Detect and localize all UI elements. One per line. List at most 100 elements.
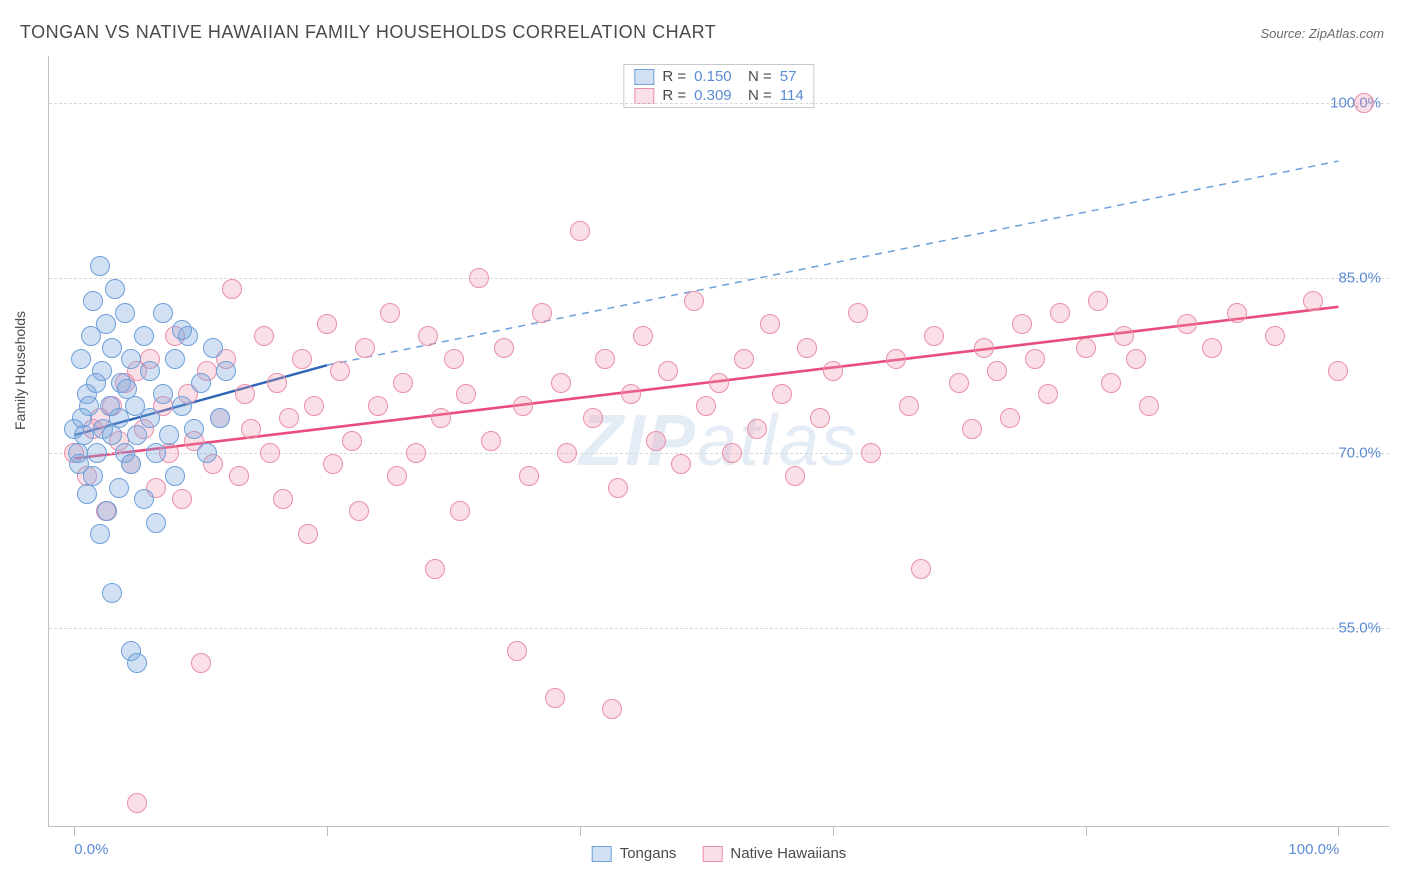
x-tick <box>74 826 75 836</box>
data-point-native-hawaiians <box>279 408 299 428</box>
data-point-tongans <box>105 279 125 299</box>
data-point-native-hawaiians <box>671 454 691 474</box>
swatch-hawaiians <box>634 88 654 104</box>
gridline <box>49 453 1389 454</box>
series-legend: Tongans Native Hawaiians <box>592 845 847 862</box>
data-point-native-hawaiians <box>848 303 868 323</box>
data-point-native-hawaiians <box>1076 338 1096 358</box>
data-point-tongans <box>184 419 204 439</box>
data-point-native-hawaiians <box>1101 373 1121 393</box>
data-point-native-hawaiians <box>608 478 628 498</box>
data-point-native-hawaiians <box>387 466 407 486</box>
x-tick <box>1338 826 1339 836</box>
x-tick <box>327 826 328 836</box>
legend-label: Tongans <box>620 845 677 862</box>
data-point-native-hawaiians <box>450 501 470 521</box>
data-point-native-hawaiians <box>494 338 514 358</box>
data-point-native-hawaiians <box>222 279 242 299</box>
data-point-native-hawaiians <box>962 419 982 439</box>
data-point-tongans <box>191 373 211 393</box>
source-attribution: Source: ZipAtlas.com <box>1260 26 1384 41</box>
legend-item-hawaiians: Native Hawaiians <box>702 845 846 862</box>
x-tick <box>1086 826 1087 836</box>
data-point-tongans <box>102 338 122 358</box>
swatch-hawaiians <box>702 846 722 862</box>
data-point-native-hawaiians <box>785 466 805 486</box>
data-point-native-hawaiians <box>418 326 438 346</box>
trend-lines-layer <box>49 56 1389 826</box>
data-point-native-hawaiians <box>545 688 565 708</box>
data-point-native-hawaiians <box>292 349 312 369</box>
data-point-native-hawaiians <box>709 373 729 393</box>
data-point-tongans <box>115 303 135 323</box>
data-point-native-hawaiians <box>127 793 147 813</box>
data-point-tongans <box>140 361 160 381</box>
scatter-plot: ZIPatlas R = 0.150 N = 57 R = 0.309 N = … <box>48 56 1389 827</box>
correlation-legend: R = 0.150 N = 57 R = 0.309 N = 114 <box>623 64 814 108</box>
data-point-native-hawaiians <box>513 396 533 416</box>
legend-r-label: R = <box>662 68 686 85</box>
data-point-native-hawaiians <box>507 641 527 661</box>
data-point-native-hawaiians <box>519 466 539 486</box>
data-point-native-hawaiians <box>646 431 666 451</box>
data-point-native-hawaiians <box>583 408 603 428</box>
data-point-tongans <box>71 349 91 369</box>
swatch-tongans <box>634 69 654 85</box>
data-point-native-hawaiians <box>722 443 742 463</box>
data-point-tongans <box>83 466 103 486</box>
data-point-native-hawaiians <box>949 373 969 393</box>
data-point-tongans <box>134 326 154 346</box>
data-point-native-hawaiians <box>444 349 464 369</box>
data-point-native-hawaiians <box>633 326 653 346</box>
data-point-native-hawaiians <box>1012 314 1032 334</box>
data-point-native-hawaiians <box>570 221 590 241</box>
chart-title: TONGAN VS NATIVE HAWAIIAN FAMILY HOUSEHO… <box>20 22 716 43</box>
data-point-native-hawaiians <box>298 524 318 544</box>
data-point-tongans <box>77 484 97 504</box>
x-tick-label: 100.0% <box>1288 841 1339 858</box>
data-point-tongans <box>90 256 110 276</box>
data-point-native-hawaiians <box>1265 326 1285 346</box>
data-point-tongans <box>165 349 185 369</box>
data-point-native-hawaiians <box>1050 303 1070 323</box>
data-point-native-hawaiians <box>191 653 211 673</box>
data-point-native-hawaiians <box>469 268 489 288</box>
data-point-native-hawaiians <box>260 443 280 463</box>
y-tick-label: 70.0% <box>1338 444 1381 461</box>
data-point-native-hawaiians <box>557 443 577 463</box>
data-point-native-hawaiians <box>797 338 817 358</box>
x-tick-label: 0.0% <box>74 841 108 858</box>
data-point-native-hawaiians <box>899 396 919 416</box>
data-point-native-hawaiians <box>235 384 255 404</box>
legend-n-label: N = <box>740 68 772 85</box>
data-point-native-hawaiians <box>254 326 274 346</box>
data-point-native-hawaiians <box>861 443 881 463</box>
data-point-native-hawaiians <box>772 384 792 404</box>
data-point-native-hawaiians <box>1139 396 1159 416</box>
data-point-tongans <box>87 443 107 463</box>
data-point-native-hawaiians <box>1354 93 1374 113</box>
data-point-native-hawaiians <box>481 431 501 451</box>
data-point-tongans <box>102 425 122 445</box>
data-point-tongans <box>90 524 110 544</box>
data-point-native-hawaiians <box>1000 408 1020 428</box>
x-tick <box>580 826 581 836</box>
data-point-native-hawaiians <box>602 699 622 719</box>
data-point-tongans <box>210 408 230 428</box>
data-point-tongans <box>79 396 99 416</box>
data-point-native-hawaiians <box>425 559 445 579</box>
legend-n-label: N = <box>740 87 772 104</box>
data-point-native-hawaiians <box>267 373 287 393</box>
data-point-native-hawaiians <box>342 431 362 451</box>
data-point-tongans <box>140 408 160 428</box>
data-point-tongans <box>97 501 117 521</box>
data-point-native-hawaiians <box>456 384 476 404</box>
data-point-native-hawaiians <box>355 338 375 358</box>
data-point-native-hawaiians <box>621 384 641 404</box>
data-point-native-hawaiians <box>595 349 615 369</box>
legend-row-tongans: R = 0.150 N = 57 <box>624 67 813 86</box>
data-point-native-hawaiians <box>1025 349 1045 369</box>
data-point-native-hawaiians <box>1303 291 1323 311</box>
data-point-native-hawaiians <box>551 373 571 393</box>
data-point-native-hawaiians <box>886 349 906 369</box>
